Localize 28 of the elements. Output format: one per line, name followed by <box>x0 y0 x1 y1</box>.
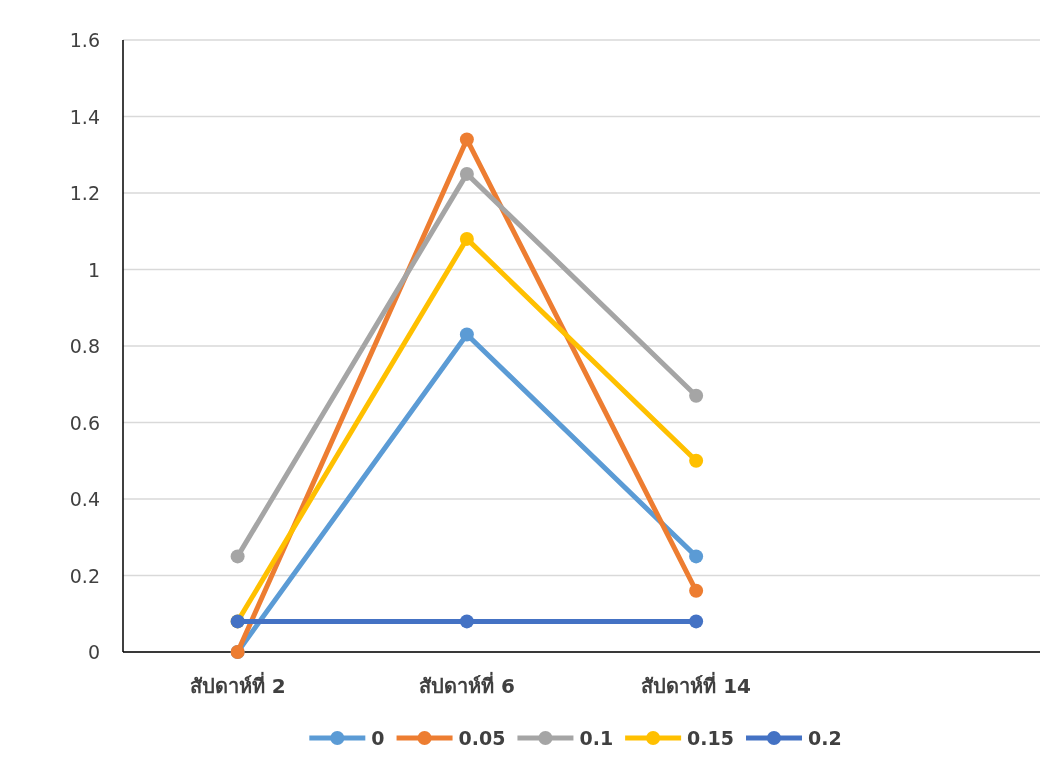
x-tick-label: สัปดาห์ที่ 2 <box>189 671 286 698</box>
x-tick-label: สัปดาห์ที่ 6 <box>418 671 515 698</box>
legend-label: 0.2 <box>808 727 842 749</box>
y-tick-label: 0.2 <box>69 564 100 587</box>
y-tick-label: 0.6 <box>69 411 100 434</box>
y-tick-label: 0.4 <box>69 488 100 510</box>
point <box>459 132 474 147</box>
point <box>230 549 245 564</box>
point <box>689 614 704 629</box>
point <box>459 166 474 181</box>
legend-label: 0.1 <box>579 727 614 749</box>
legend-label: 0 <box>371 727 385 749</box>
y-tick-label: 0.8 <box>69 335 100 357</box>
point <box>459 614 474 629</box>
point <box>459 327 474 342</box>
y-tick-label: 1 <box>87 258 100 281</box>
point <box>689 388 704 403</box>
point <box>689 583 704 598</box>
y-tick-label: 0 <box>87 641 100 663</box>
y-tick-label: 1.4 <box>69 105 100 128</box>
x-tick-label: สัปดาห์ที่ 14 <box>641 671 752 698</box>
legend-label: 0.15 <box>687 727 735 749</box>
legend-label: 0.05 <box>458 727 506 749</box>
y-tick-label: 1.2 <box>69 182 100 204</box>
y-tick-label: 1.6 <box>69 29 100 51</box>
point <box>689 549 704 564</box>
point <box>459 231 474 246</box>
point <box>689 453 704 468</box>
